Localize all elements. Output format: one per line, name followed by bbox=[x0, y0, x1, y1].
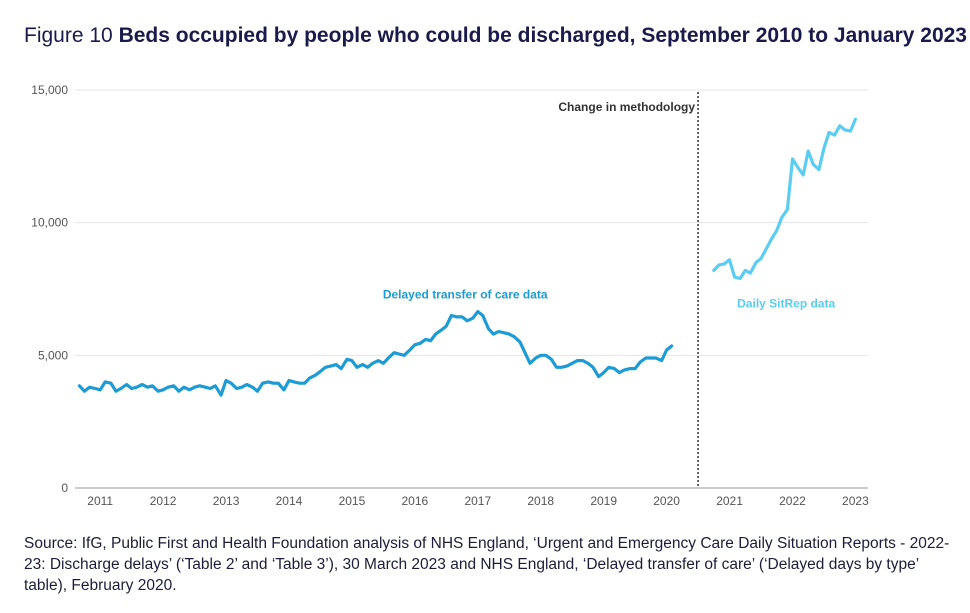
x-tick-label: 2016 bbox=[402, 494, 429, 508]
y-tick-label: 15,000 bbox=[31, 83, 68, 97]
x-tick-label: 2018 bbox=[527, 494, 554, 508]
sitrep-series-label: Daily SitRep data bbox=[737, 297, 835, 311]
figure-title: Figure 10 Beds occupied by people who co… bbox=[24, 24, 967, 48]
gridlines bbox=[75, 89, 868, 356]
annotations: Change in methodology bbox=[558, 92, 699, 488]
dtoc-series-line bbox=[77, 310, 674, 397]
dtoc-series-label: Delayed transfer of care data bbox=[383, 287, 548, 301]
source-note: Source: IfG, Public First and Health Fou… bbox=[24, 535, 950, 594]
x-tick-label: 2011 bbox=[87, 494, 113, 508]
x-tick-label: 2022 bbox=[779, 494, 806, 508]
x-tick-label: 2015 bbox=[339, 494, 366, 508]
y-tick-label: 10,000 bbox=[31, 216, 68, 230]
x-tick-label: 2020 bbox=[653, 494, 680, 508]
x-tick-label: 2017 bbox=[464, 494, 491, 508]
y-tick-label: 5,000 bbox=[38, 348, 68, 362]
series-lines bbox=[77, 117, 858, 397]
x-tick-label: 2013 bbox=[213, 494, 240, 508]
x-tick-label: 2014 bbox=[276, 494, 303, 508]
figure-label: Figure 10 bbox=[24, 24, 113, 47]
series-labels: Delayed transfer of care data Daily SitRe… bbox=[383, 287, 836, 310]
figure-title-text: Beds occupied by people who could be dis… bbox=[118, 24, 967, 47]
x-tick-label: 2021 bbox=[716, 494, 743, 508]
x-axis: 2011 2012 2013 2014 2015 2016 2017 2018 2019 2020… bbox=[75, 487, 869, 508]
sitrep-series-line bbox=[712, 117, 858, 280]
x-tick-label: 2019 bbox=[590, 494, 617, 508]
x-tick-label: 2023 bbox=[842, 494, 869, 508]
y-tick-label: 0 bbox=[61, 481, 68, 495]
y-axis: 0 5,000 10,000 15,000 bbox=[31, 83, 68, 495]
methodology-change-label: Change in methodology bbox=[558, 100, 695, 114]
x-tick-label: 2012 bbox=[150, 494, 177, 508]
